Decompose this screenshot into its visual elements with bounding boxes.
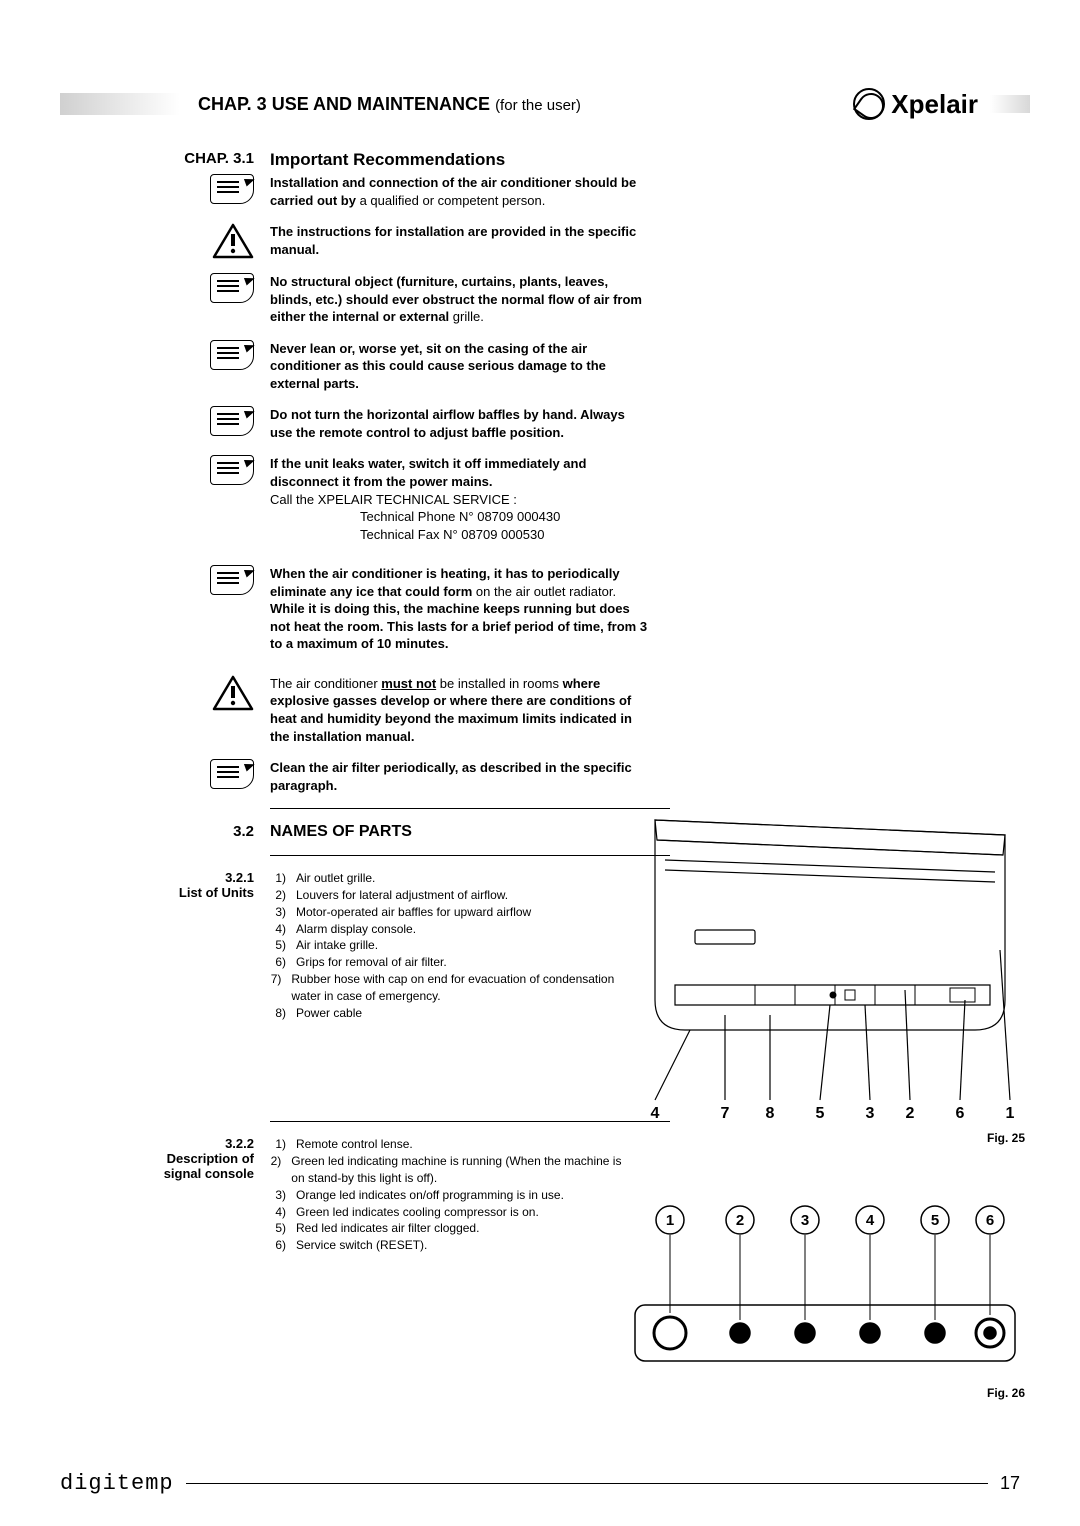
- sec322-text1: Description of: [150, 1151, 254, 1166]
- svg-text:1: 1: [666, 1212, 674, 1229]
- page-number: 17: [1000, 1473, 1020, 1494]
- parts-list-322: 1)Remote control lense.2)Green led indic…: [270, 1136, 630, 1254]
- recommendation-item: Never lean or, worse yet, sit on the cas…: [150, 340, 1030, 393]
- note-icon: [150, 340, 270, 393]
- recommendation-item: Installation and connection of the air c…: [150, 174, 1030, 209]
- svg-text:4: 4: [651, 1105, 660, 1120]
- note-icon: [150, 759, 270, 794]
- svg-text:6: 6: [956, 1105, 965, 1120]
- console-item: 5)Red led indicates air filter clogged.: [270, 1220, 630, 1237]
- page-header: CHAP. 3 USE AND MAINTENANCE (for the use…: [60, 88, 1030, 120]
- recommendation-text: When the air conditioner is heating, it …: [270, 565, 650, 653]
- recommendation-text: If the unit leaks water, switch it off i…: [270, 455, 650, 543]
- recommendation-text: Clean the air filter periodically, as de…: [270, 759, 650, 794]
- footer-rule: [186, 1483, 988, 1484]
- recommendation-item: The instructions for installation are pr…: [150, 223, 1030, 259]
- parts-list-321: 1)Air outlet grille.2)Louvers for latera…: [270, 870, 630, 1021]
- part-item: 6)Grips for removal of air filter.: [270, 954, 630, 971]
- section-3-1-label: CHAP. 3.1: [150, 150, 270, 170]
- section-3-2-label: 3.2: [150, 823, 270, 841]
- section-3-2-1-label: 3.2.1 List of Units: [150, 870, 270, 1021]
- part-item: 7)Rubber hose with cap on end for evacua…: [270, 971, 630, 1005]
- section-3-2-heading: NAMES OF PARTS: [270, 823, 412, 841]
- fig26-caption: Fig. 26: [625, 1386, 1025, 1400]
- ac-unit-diagram: 4 7 8 5 3 2 6 1: [595, 800, 1025, 1120]
- recommendation-item: If the unit leaks water, switch it off i…: [150, 455, 1030, 543]
- fig25-caption: Fig. 25: [595, 1131, 1025, 1145]
- recommendation-text: Never lean or, worse yet, sit on the cas…: [270, 340, 650, 393]
- note-icon: [150, 406, 270, 441]
- svg-text:6: 6: [986, 1212, 994, 1229]
- svg-text:3: 3: [801, 1212, 809, 1229]
- svg-text:2: 2: [906, 1105, 915, 1120]
- console-item: 1)Remote control lense.: [270, 1136, 630, 1153]
- sec321-text: List of Units: [150, 885, 254, 900]
- console-item: 6)Service switch (RESET).: [270, 1237, 630, 1254]
- svg-text:5: 5: [816, 1105, 825, 1120]
- note-icon: [150, 565, 270, 653]
- warning-icon: [150, 675, 270, 745]
- section-3-1-heading: Important Recommendations: [270, 150, 505, 170]
- svg-text:8: 8: [766, 1105, 775, 1120]
- footer-brand: digitemp: [60, 1471, 174, 1496]
- recommendation-text: The air conditioner must not be installe…: [270, 675, 650, 745]
- console-item: 2)Green led indicating machine is runnin…: [270, 1153, 630, 1187]
- sec321-num: 3.2.1: [150, 870, 254, 885]
- recommendation-text: No structural object (furniture, curtain…: [270, 273, 650, 326]
- sec322-text2: signal console: [150, 1166, 254, 1181]
- note-icon: [150, 174, 270, 209]
- svg-text:3: 3: [866, 1105, 875, 1120]
- section-3-1-header: CHAP. 3.1 Important Recommendations: [150, 150, 1030, 170]
- recommendation-item: No structural object (furniture, curtain…: [150, 273, 1030, 326]
- svg-text:2: 2: [736, 1212, 744, 1229]
- svg-text:1: 1: [1006, 1105, 1015, 1120]
- recommendation-item: When the air conditioner is heating, it …: [150, 565, 1030, 653]
- sec322-num: 3.2.2: [150, 1136, 254, 1151]
- console-item: 4)Green led indicates cooling compressor…: [270, 1204, 630, 1221]
- page-footer: digitemp 17: [60, 1471, 1020, 1496]
- note-icon: [150, 273, 270, 326]
- console-item: 3)Orange led indicates on/off programmin…: [270, 1187, 630, 1204]
- svg-text:7: 7: [721, 1105, 730, 1120]
- header-fade-left: [60, 93, 180, 115]
- xpelair-logo-icon: [853, 88, 885, 120]
- svg-text:4: 4: [866, 1212, 875, 1229]
- recommendation-item: Do not turn the horizontal airflow baffl…: [150, 406, 1030, 441]
- chapter-sub: (for the user): [495, 97, 581, 114]
- figure-26: 1 2 3 4 5 6 Fig. 26: [625, 1195, 1025, 1400]
- brand-name: Xpelair: [891, 89, 978, 120]
- recommendation-item: Clean the air filter periodically, as de…: [150, 759, 1030, 794]
- part-item: 2)Louvers for lateral adjustment of airf…: [270, 887, 630, 904]
- recommendation-text: The instructions for installation are pr…: [270, 223, 650, 259]
- chapter-title: CHAP. 3 USE AND MAINTENANCE (for the use…: [180, 94, 853, 115]
- part-item: 4)Alarm display console.: [270, 921, 630, 938]
- section-3-2-2-label: 3.2.2 Description of signal console: [150, 1136, 270, 1254]
- recommendations-list: Installation and connection of the air c…: [150, 174, 1030, 794]
- warning-icon: [150, 223, 270, 259]
- figure-25: 4 7 8 5 3 2 6 1 Fig. 25: [595, 800, 1025, 1145]
- header-fade-right: [990, 95, 1030, 113]
- part-item: 3)Motor-operated air baffles for upward …: [270, 904, 630, 921]
- brand-block: Xpelair: [853, 88, 1030, 120]
- chapter-title-text: CHAP. 3 USE AND MAINTENANCE: [198, 94, 490, 114]
- signal-console-diagram: 1 2 3 4 5 6: [625, 1195, 1025, 1375]
- recommendation-item: The air conditioner must not be installe…: [150, 675, 1030, 745]
- part-item: 1)Air outlet grille.: [270, 870, 630, 887]
- recommendation-text: Installation and connection of the air c…: [270, 174, 650, 209]
- part-item: 5)Air intake grille.: [270, 937, 630, 954]
- note-icon: [150, 455, 270, 543]
- part-item: 8)Power cable: [270, 1005, 630, 1022]
- svg-text:5: 5: [931, 1212, 939, 1229]
- recommendation-text: Do not turn the horizontal airflow baffl…: [270, 406, 650, 441]
